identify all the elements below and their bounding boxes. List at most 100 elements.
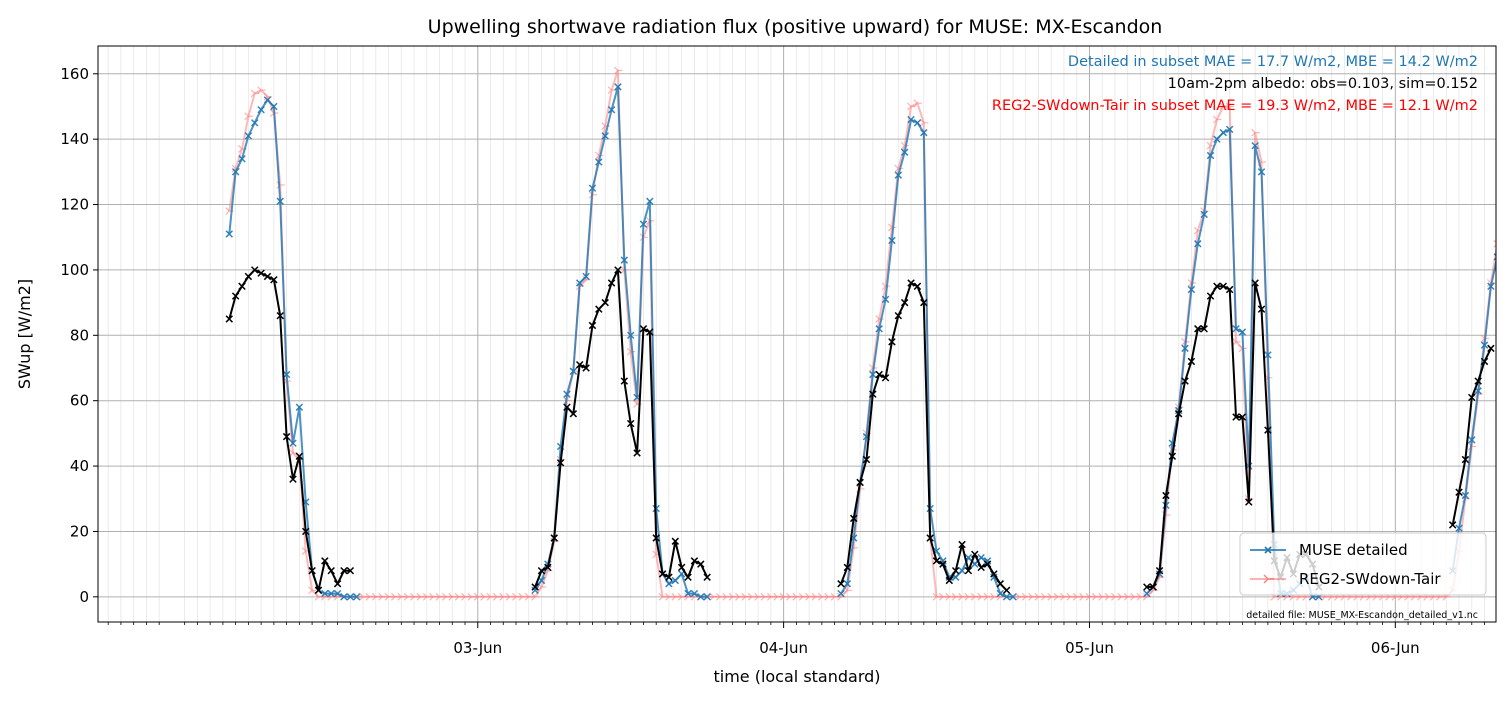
point-observed [658,570,667,578]
point-observed [665,573,673,581]
point-observed [531,583,539,591]
point-observed [1194,325,1202,333]
point-muse-detailed [1225,125,1234,134]
point-observed [977,563,985,572]
point-muse-detailed [684,589,692,598]
point-observed [257,269,265,277]
point-observed [556,459,565,467]
point-muse-detailed [231,168,240,176]
point-reg2-swdown-tair [1079,592,1088,601]
point-reg2-swdown-tair [728,592,738,601]
point-reg2-swdown-tair [1091,592,1101,601]
plot-frame [97,45,1497,623]
point-reg2-swdown-tair [1130,592,1139,601]
point-reg2-swdown-tair [403,592,413,601]
point-muse-detailed [1181,344,1189,353]
point-muse-detailed [639,220,648,228]
point-reg2-swdown-tair [715,592,725,601]
point-reg2-swdown-tair [1034,592,1043,601]
point-reg2-swdown-tair [1098,592,1107,601]
point-reg2-swdown-tair [1028,592,1037,601]
point-reg2-swdown-tair [1072,592,1082,601]
point-muse-detailed [1200,210,1208,219]
point-muse-detailed [888,236,896,245]
point-reg2-swdown-tair [378,592,387,601]
point-observed [971,550,979,559]
point-muse-detailed [646,197,654,206]
point-muse-detailed [907,115,915,124]
point-reg2-swdown-tair [824,592,833,601]
point-muse-detailed [703,593,711,601]
point-observed [1487,344,1495,353]
point-muse-detailed [257,106,265,114]
point-reg2-swdown-tair [1111,592,1120,601]
annotation-albedo: 10am-2pm albedo: obs=0.103, sim=0.152 [1168,76,1478,92]
file-note: detailed file: MUSE_MX-Escandon_detailed… [1246,610,1478,621]
point-observed [677,563,686,572]
point-muse-detailed [569,367,578,375]
point-observed [1474,377,1482,385]
y-tick-label: 160 [60,65,89,83]
point-observed [327,566,335,575]
point-reg2-swdown-tair [798,592,808,601]
point-reg2-swdown-tair [977,592,986,601]
point-muse-detailed [270,102,278,111]
point-reg2-swdown-tair [970,592,980,601]
y-tick-label: 20 [70,522,89,540]
point-observed [652,534,660,542]
point-muse-detailed [1009,593,1017,601]
annotation-reg2-stats: REG2-SWdown-Tair in subset MAE = 19.3 W/… [992,98,1478,114]
point-muse-detailed [333,589,342,598]
point-observed [601,298,609,307]
point-observed [231,292,240,300]
point-observed [282,432,291,441]
point-observed [333,580,342,588]
series-layer [225,66,1496,601]
point-reg2-swdown-tair [505,592,515,601]
point-muse-detailed [289,439,297,447]
point-muse-detailed [1232,325,1240,333]
y-tick-label: 140 [60,130,89,148]
point-observed [932,557,941,565]
point-muse-detailed [869,370,877,379]
point-muse-detailed [582,272,590,281]
point-observed [1232,413,1240,421]
point-observed [894,311,903,320]
point-observed [1181,377,1189,385]
point-observed [913,282,922,291]
point-reg2-swdown-tair [779,592,789,601]
point-reg2-swdown-tair [811,592,820,601]
legend-marker-muse-detailed [1264,546,1272,554]
point-observed [881,374,890,382]
point-reg2-swdown-tair [492,592,502,601]
point-reg2-swdown-tair [1251,128,1260,137]
point-muse-detailed [1251,141,1259,150]
x-tick-label: 04-Jun [759,639,808,657]
point-reg2-swdown-tair [766,592,776,601]
point-observed [575,360,584,369]
point-observed [1461,455,1470,464]
point-reg2-swdown-tair [524,592,534,601]
point-muse-detailed [295,403,304,411]
point-reg2-swdown-tair [754,592,763,601]
point-muse-detailed [327,589,335,598]
point-observed [888,338,896,346]
point-reg2-swdown-tair [371,592,381,601]
point-observed [875,370,883,379]
point-muse-detailed [697,593,705,601]
point-observed [1219,282,1228,291]
point-reg2-swdown-tair [397,592,406,601]
point-observed [620,377,629,385]
point-reg2-swdown-tair [658,592,668,601]
point-observed [639,325,648,333]
x-axis-label: time (local standard) [713,667,880,686]
point-observed [295,452,304,460]
point-observed [626,419,635,428]
x-tick-label: 06-Jun [1371,639,1420,657]
point-muse-detailed [352,593,361,601]
y-tick-label: 80 [70,326,89,344]
point-observed [843,563,852,572]
point-muse-detailed [595,158,603,166]
point-muse-detailed [1143,589,1151,598]
point-reg2-swdown-tair [664,592,674,601]
